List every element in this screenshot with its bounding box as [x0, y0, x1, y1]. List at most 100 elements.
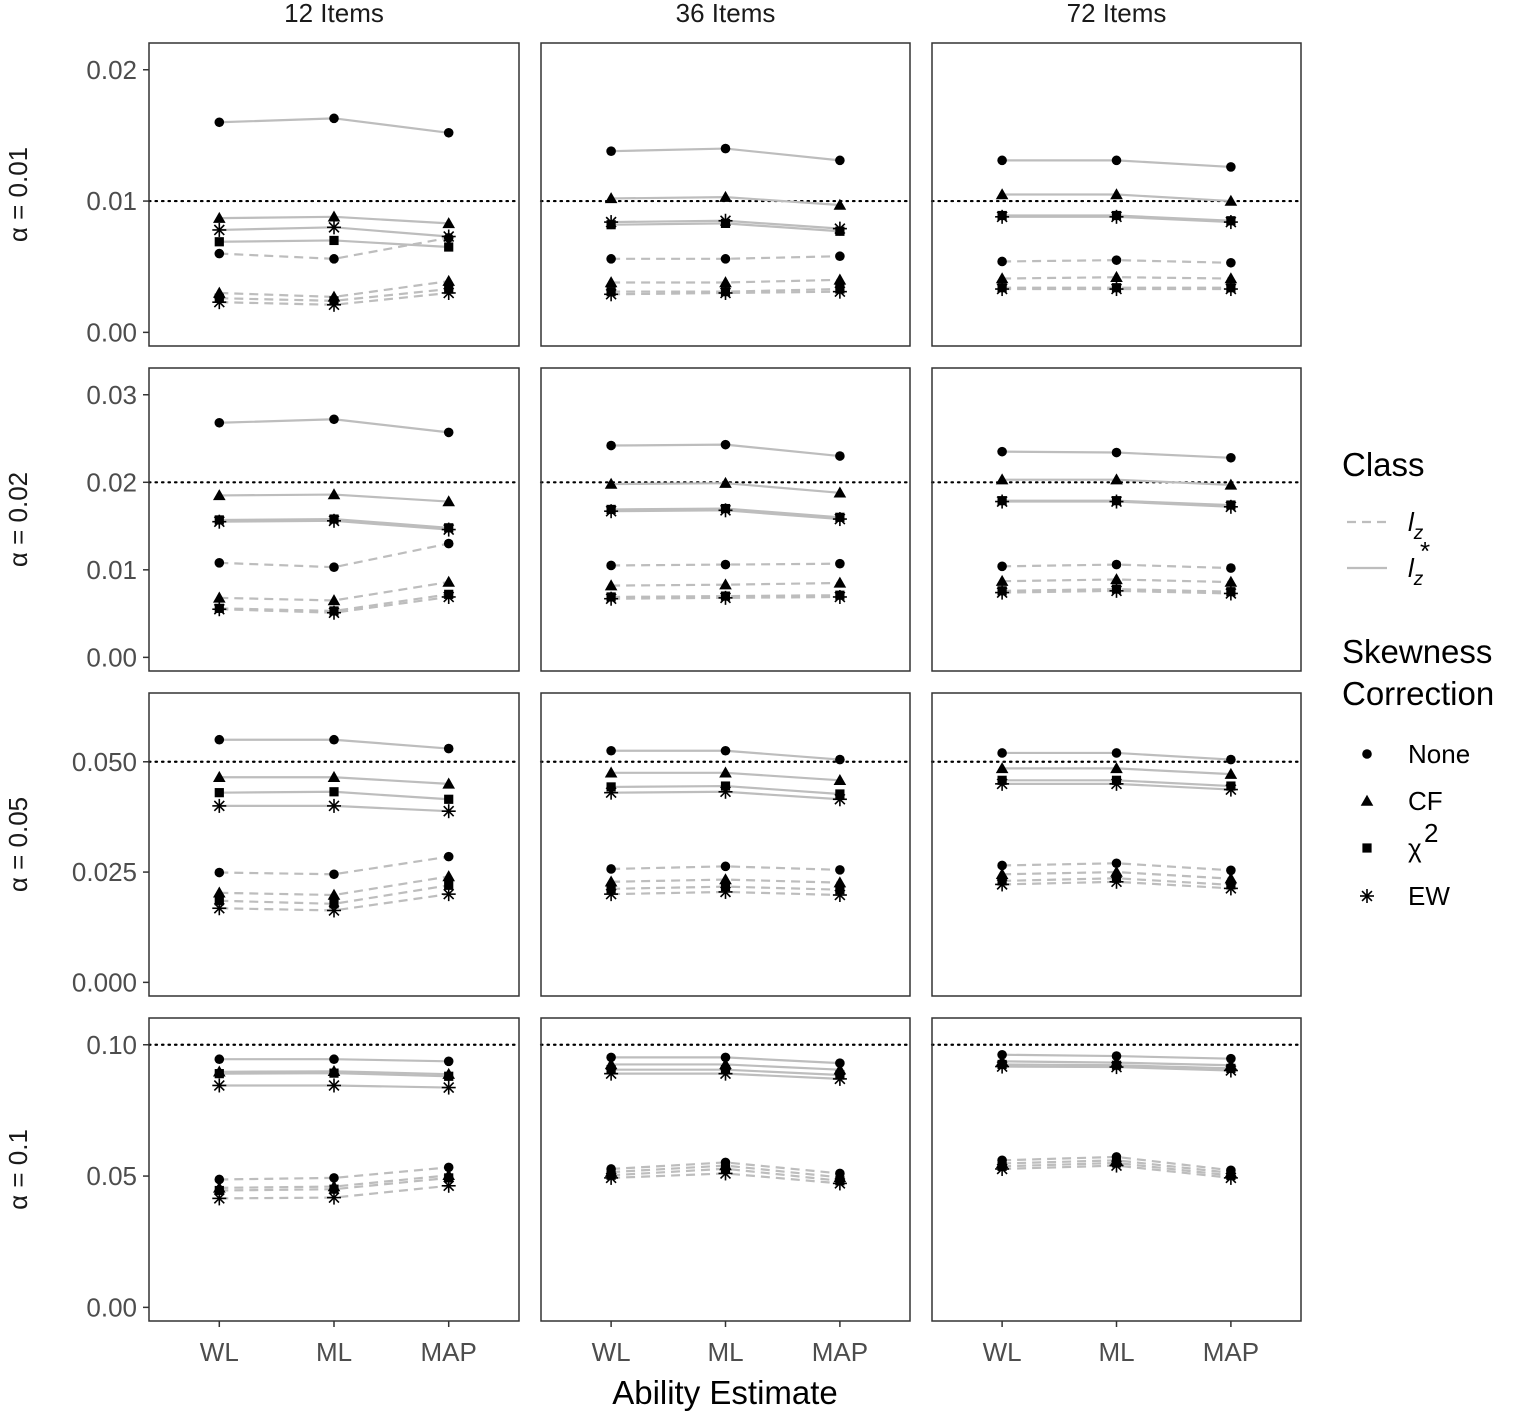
point-circle: [214, 867, 225, 878]
series-lz-EW-asterisk-point: [441, 1178, 456, 1193]
point-asterisk-stroke: [834, 513, 846, 525]
point-square: [329, 1184, 339, 1194]
series-line-lz-CF: [219, 581, 449, 602]
point-asterisk-stroke: [719, 592, 732, 604]
series-line-lz-CF: [1002, 1159, 1232, 1175]
point-triangle: [327, 888, 341, 900]
series-lz-None-circle-point: [443, 538, 454, 549]
series-line-lz-EW: [1002, 880, 1231, 890]
point-triangle: [719, 476, 732, 488]
series-lzstar-CF-triangle-point: [1110, 188, 1123, 200]
series-lzstar-EW-asterisk-point: [1109, 494, 1124, 509]
series-lz-None-circle-point: [329, 254, 339, 264]
series-lz-EW-asterisk-point: [327, 903, 341, 918]
point-circle: [214, 558, 225, 568]
point-circle: [606, 864, 616, 874]
series-line-lz-CF: [611, 1164, 841, 1179]
point-asterisk-stroke: [834, 1177, 846, 1189]
series-lzstar-None-circle-point: [329, 1054, 339, 1065]
point-circle: [1111, 155, 1122, 166]
series-lzstar-CF-triangle-point: [442, 495, 455, 507]
point-circle: [329, 414, 339, 425]
legend-label-sup: *: [1420, 536, 1430, 566]
series-lz-chi2-square-point: [444, 880, 454, 890]
point-asterisk-stroke: [213, 1079, 225, 1091]
series-lz-EW-asterisk-point: [441, 285, 456, 300]
series-lzstar-chi2-square-point: [444, 1071, 454, 1081]
point-square: [1362, 843, 1372, 853]
point-circle: [443, 127, 454, 138]
point-circle: [443, 743, 454, 754]
series-lzstar-None-circle-point: [214, 1054, 225, 1065]
panel-2-0: [147, 692, 521, 997]
point-circle: [720, 745, 731, 756]
point-asterisk-stroke: [213, 224, 225, 236]
point-circle: [835, 865, 845, 875]
point-asterisk-stroke: [996, 1163, 1008, 1175]
series-line-lz-None: [1002, 563, 1231, 570]
series-lzstar-None-circle-point: [835, 1058, 845, 1068]
series-lzstar-None-circle-point: [835, 155, 845, 166]
point-asterisk-stroke: [605, 505, 617, 517]
point-asterisk-stroke: [1110, 496, 1123, 508]
point-asterisk-stroke: [213, 902, 225, 914]
point-circle: [997, 748, 1007, 758]
point-asterisk-stroke: [213, 296, 225, 308]
series-line-lz-EW: [611, 890, 840, 897]
point-circle: [1226, 754, 1236, 765]
point-circle: [1226, 452, 1236, 463]
legend-label-sub: z: [1413, 523, 1424, 544]
panel-0-0: [147, 42, 521, 347]
point-triangle: [604, 477, 618, 489]
y-tick-label: 0.00: [86, 1292, 137, 1322]
point-asterisk-stroke: [328, 607, 340, 619]
series-lzstar-None-circle-point: [606, 745, 616, 756]
point-circle: [835, 558, 845, 569]
series-lz-None-circle-point: [720, 254, 731, 264]
series-lzstar-EW-asterisk-point: [1223, 499, 1238, 514]
point-triangle: [604, 875, 618, 887]
series-lz-None-circle-point: [1226, 257, 1236, 268]
point-asterisk-stroke: [605, 1068, 617, 1080]
series-line-lz-CF: [219, 1174, 449, 1189]
point-circle: [1362, 749, 1372, 759]
panel-border: [931, 42, 1302, 347]
point-asterisk-stroke: [719, 1167, 732, 1179]
point-triangle: [1224, 767, 1238, 779]
point-triangle: [442, 870, 455, 882]
series-lzstar-None-circle-point: [1226, 754, 1236, 765]
series-lzstar-None-circle-point: [1111, 447, 1122, 458]
y-tick-label: 0.000: [72, 967, 137, 997]
series-line-lz-CF: [611, 278, 840, 284]
point-asterisk-stroke: [1110, 1160, 1123, 1172]
series-lzstar-chi2-square-point: [720, 218, 731, 228]
series-lzstar-None-circle-point: [997, 748, 1007, 758]
series-lz-None-circle-point: [214, 558, 225, 568]
point-asterisk-stroke: [328, 800, 340, 812]
series-line-lz-None: [1002, 1155, 1232, 1172]
point-asterisk-stroke: [328, 515, 340, 527]
point-triangle: [1224, 478, 1238, 490]
point-asterisk-stroke: [1110, 585, 1123, 597]
series-line-lz-None: [1002, 259, 1231, 264]
point-square: [444, 1071, 454, 1081]
point-circle: [443, 1162, 454, 1173]
panel-2-1: [539, 692, 912, 997]
y-tick-label: 0.025: [72, 857, 137, 887]
series-lzstar-EW-asterisk-point: [995, 494, 1010, 509]
series-lzstar-CF-triangle-point: [1110, 473, 1123, 485]
series-lzstar-chi2-square-point: [606, 220, 616, 230]
series-lzstar-CF-triangle-point: [327, 488, 341, 500]
point-triangle: [1224, 194, 1238, 206]
series-lz-None-circle-point: [606, 560, 616, 571]
series-lz-EW-asterisk-point: [718, 1166, 733, 1181]
point-square: [329, 787, 339, 797]
series-lzstar-CF-triangle-point: [604, 477, 618, 489]
point-triangle: [442, 777, 455, 789]
series-lz-EW-asterisk-point: [1109, 583, 1124, 598]
series-lz-EW-asterisk-point: [441, 887, 456, 902]
point-asterisk-stroke: [443, 1180, 455, 1192]
y-tick-label: 0.00: [86, 642, 137, 672]
